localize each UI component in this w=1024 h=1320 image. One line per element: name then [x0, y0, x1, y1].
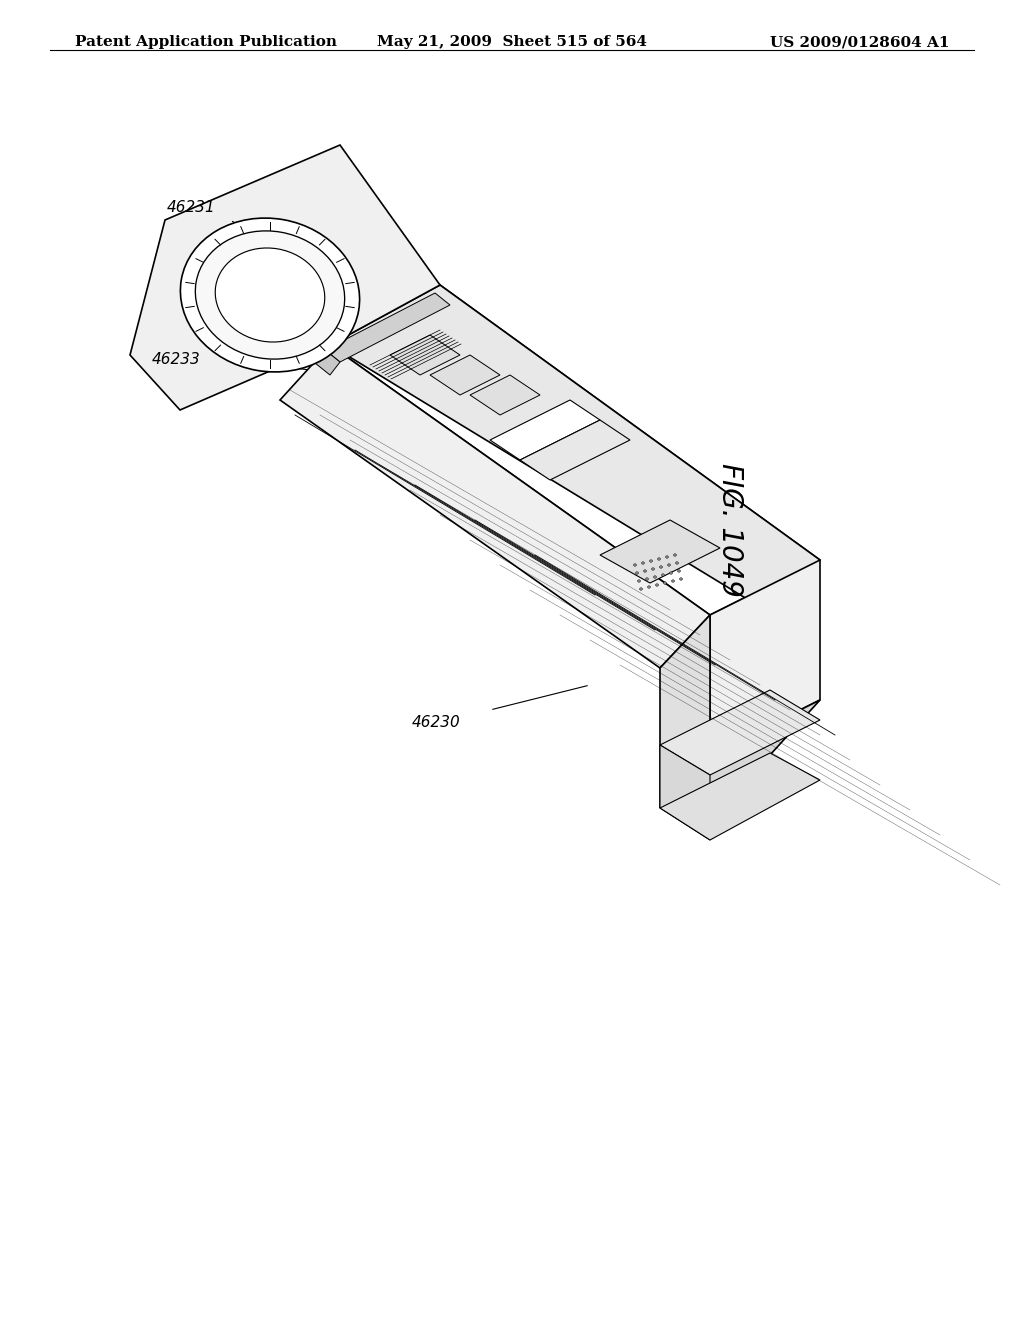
- Ellipse shape: [668, 564, 671, 566]
- Polygon shape: [315, 350, 340, 375]
- Polygon shape: [390, 335, 460, 375]
- Ellipse shape: [655, 583, 658, 586]
- Polygon shape: [520, 420, 630, 480]
- Text: 46230: 46230: [412, 715, 460, 730]
- Ellipse shape: [670, 572, 673, 574]
- Polygon shape: [130, 145, 440, 411]
- Polygon shape: [490, 400, 600, 459]
- Polygon shape: [710, 560, 820, 755]
- Polygon shape: [330, 285, 820, 615]
- Ellipse shape: [657, 558, 660, 560]
- Polygon shape: [660, 752, 820, 840]
- Ellipse shape: [662, 574, 665, 577]
- Ellipse shape: [653, 576, 656, 578]
- Ellipse shape: [664, 582, 667, 585]
- Ellipse shape: [647, 586, 650, 589]
- Ellipse shape: [659, 566, 663, 568]
- Text: FIG. 1049: FIG. 1049: [716, 463, 744, 597]
- Polygon shape: [660, 700, 820, 808]
- Ellipse shape: [196, 231, 345, 359]
- Ellipse shape: [638, 579, 640, 582]
- Ellipse shape: [666, 556, 669, 558]
- Text: 46231: 46231: [166, 201, 215, 215]
- Text: 46233: 46233: [152, 352, 200, 367]
- Ellipse shape: [636, 572, 639, 574]
- Ellipse shape: [680, 578, 683, 581]
- Ellipse shape: [645, 578, 648, 581]
- Ellipse shape: [634, 564, 637, 566]
- Text: Patent Application Publication: Patent Application Publication: [75, 36, 337, 49]
- Ellipse shape: [676, 562, 679, 564]
- Ellipse shape: [640, 587, 642, 590]
- Ellipse shape: [649, 560, 652, 562]
- Text: US 2009/0128604 A1: US 2009/0128604 A1: [770, 36, 950, 49]
- Polygon shape: [430, 355, 500, 395]
- Polygon shape: [600, 520, 720, 583]
- Ellipse shape: [651, 568, 654, 570]
- Polygon shape: [660, 690, 820, 775]
- Ellipse shape: [180, 218, 359, 372]
- Polygon shape: [470, 375, 540, 414]
- Ellipse shape: [672, 579, 675, 582]
- Ellipse shape: [674, 554, 677, 556]
- Ellipse shape: [641, 562, 644, 564]
- Polygon shape: [280, 345, 710, 668]
- Text: May 21, 2009  Sheet 515 of 564: May 21, 2009 Sheet 515 of 564: [377, 36, 647, 49]
- Polygon shape: [325, 293, 450, 362]
- Ellipse shape: [678, 570, 681, 573]
- Ellipse shape: [215, 248, 325, 342]
- Polygon shape: [330, 285, 820, 612]
- Polygon shape: [660, 744, 710, 840]
- Polygon shape: [660, 615, 710, 808]
- Ellipse shape: [643, 570, 646, 573]
